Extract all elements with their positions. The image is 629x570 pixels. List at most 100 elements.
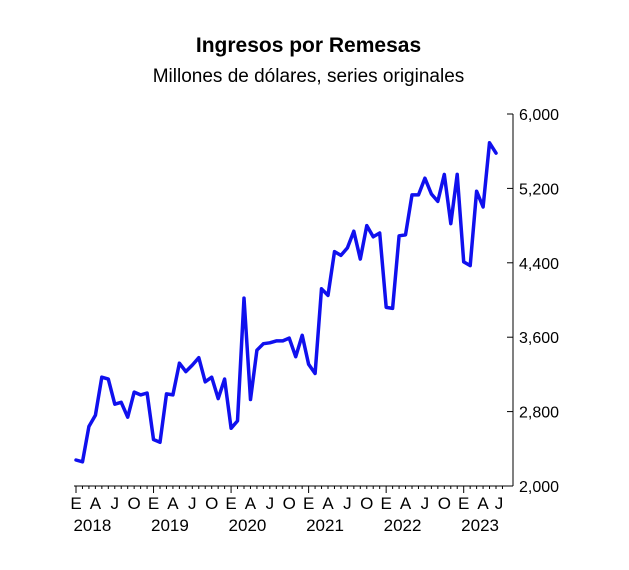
y-tick-label: 2,000 (519, 479, 559, 496)
data-point (384, 306, 388, 309)
data-point (120, 401, 123, 404)
data-point (430, 192, 433, 196)
data-point (81, 460, 84, 464)
x-year-label: 2023 (461, 516, 499, 535)
data-point (197, 356, 200, 359)
data-point (288, 336, 291, 340)
data-point (443, 173, 446, 176)
data-point (229, 427, 233, 430)
data-point (242, 296, 246, 300)
x-month-label: O (360, 494, 373, 513)
data-point (475, 189, 478, 193)
x-month-label: J (188, 494, 197, 513)
data-point (236, 419, 239, 423)
data-point (107, 377, 110, 381)
x-month-label: E (148, 494, 159, 513)
y-tick-label: 4,400 (519, 256, 559, 273)
data-point (300, 334, 304, 337)
data-point (404, 233, 407, 237)
chart-subtitle: Millones de dólares, series originales (152, 66, 465, 87)
data-point (359, 257, 362, 261)
data-point (171, 393, 175, 397)
x-month-label: E (225, 494, 236, 513)
x-month-label: E (458, 494, 469, 513)
data-point (313, 372, 317, 375)
data-point (372, 235, 375, 238)
x-month-label: O (205, 494, 218, 513)
x-month-label: O (283, 494, 296, 513)
data-point (249, 398, 252, 401)
series-line (74, 141, 498, 464)
y-tick-label: 6,000 (519, 107, 559, 124)
data-point (158, 441, 162, 444)
data-point (294, 355, 297, 358)
x-month-label: E (303, 494, 314, 513)
x-month-label: A (90, 494, 102, 513)
data-point (262, 342, 265, 345)
x-month-label: O (128, 494, 141, 513)
data-point (320, 287, 323, 291)
data-point (268, 341, 272, 344)
x-year-label: 2018 (73, 516, 111, 535)
data-point (113, 402, 116, 406)
data-point (184, 370, 188, 373)
data-point (365, 224, 368, 227)
data-point (100, 375, 104, 379)
x-month-label: J (495, 494, 504, 513)
data-point (281, 339, 284, 343)
data-point (456, 173, 459, 176)
y-tick-label: 5,200 (519, 181, 559, 198)
x-month-label: J (421, 494, 430, 513)
data-point (178, 362, 181, 365)
y-axis: 2,000 2,800 3,600 4,400 5,200 6,000 (507, 107, 559, 496)
data-point (223, 377, 226, 381)
x-year-label: 2020 (229, 516, 267, 535)
x-month-label: A (245, 494, 257, 513)
data-point (204, 380, 207, 384)
x-month-label: A (477, 494, 489, 513)
y-tick-label: 3,600 (519, 330, 559, 347)
x-year-label: 2022 (384, 516, 422, 535)
data-point (191, 363, 194, 367)
data-point (391, 307, 394, 310)
data-point (210, 375, 213, 379)
data-point (346, 246, 349, 250)
data-point (436, 200, 440, 203)
data-point (488, 141, 491, 145)
data-point (423, 176, 427, 180)
data-point (410, 193, 414, 197)
data-point (333, 250, 336, 253)
data-point (74, 458, 78, 462)
x-month-label: A (400, 494, 412, 513)
chart-title: Ingresos por Remesas (195, 34, 422, 57)
x-month-label: E (380, 494, 391, 513)
data-point (481, 205, 485, 209)
y-tick-label: 2,800 (519, 405, 559, 422)
x-month-label: J (343, 494, 352, 513)
data-point (417, 193, 420, 197)
data-point (145, 391, 149, 395)
x-month-label: J (111, 494, 120, 513)
data-point (165, 392, 168, 396)
x-month-label: O (438, 494, 451, 513)
data-point (152, 438, 155, 441)
data-point (307, 362, 310, 366)
series-layer (74, 141, 498, 464)
data-point (326, 294, 330, 297)
data-point (216, 397, 220, 400)
data-point (139, 393, 142, 397)
data-point (275, 339, 278, 343)
data-point (94, 414, 97, 417)
data-point (352, 229, 356, 233)
data-point (468, 264, 472, 267)
x-month-label: A (167, 494, 179, 513)
data-point (462, 260, 465, 264)
data-point (378, 231, 381, 235)
data-point (494, 151, 498, 155)
data-point (339, 254, 343, 257)
data-point (255, 349, 259, 352)
data-point (449, 222, 452, 225)
data-point (87, 425, 91, 428)
